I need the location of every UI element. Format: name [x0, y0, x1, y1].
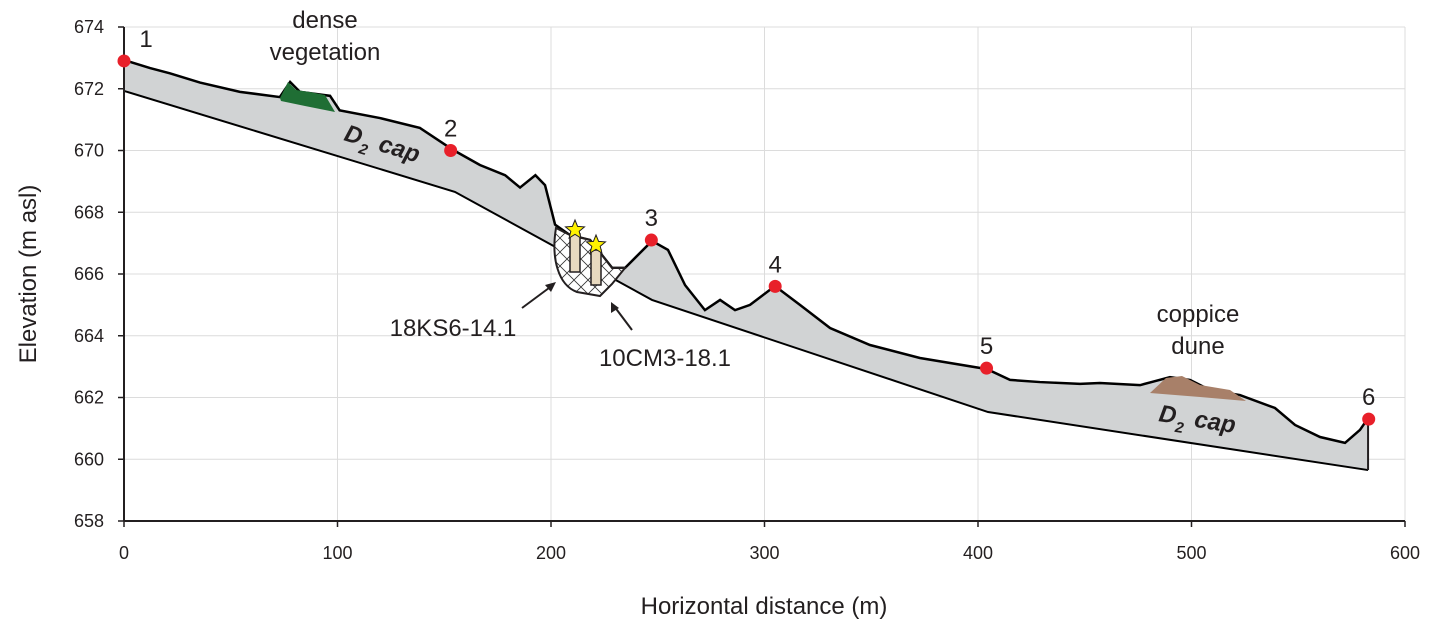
y-axis-title: Elevation (m asl) — [15, 185, 42, 364]
y-tick-label: 672 — [74, 79, 104, 99]
site-label: 1 — [139, 26, 152, 53]
y-tick-label: 660 — [74, 449, 104, 469]
vegetation-patch — [280, 82, 335, 112]
x-axis-title: Horizontal distance (m) — [641, 593, 888, 620]
arrow — [613, 305, 633, 331]
cap-base-line — [123, 89, 1369, 472]
cap-subscript: 2 — [1173, 419, 1186, 437]
x-tick-label: 300 — [749, 543, 779, 563]
annotation: 10CM3-18.1 — [599, 345, 731, 372]
y-tick-label: 662 — [74, 388, 104, 408]
cap-word: cap — [1193, 406, 1238, 439]
sample-column — [590, 249, 602, 286]
x-tick-label: 600 — [1390, 543, 1420, 563]
x-tick-label: 100 — [322, 543, 352, 563]
cap-letter: D — [1157, 400, 1178, 429]
site-label: 3 — [645, 205, 658, 232]
y-tick-label: 670 — [74, 141, 104, 161]
y-tick-label: 658 — [74, 511, 104, 531]
labels: 658 660 662 664 666 668 670 672 674 0 100 200 300 400… — [74, 7, 1420, 563]
trench-outline — [553, 226, 628, 298]
arrow — [521, 284, 554, 309]
annotation: vegetation — [270, 39, 381, 66]
arrow-head — [545, 282, 556, 292]
site-point — [1362, 412, 1376, 426]
annotation: dune — [1171, 333, 1224, 360]
annotation: 18KS6-14.1 — [390, 315, 517, 342]
decorations — [280, 82, 1246, 401]
annotation: coppice — [1157, 301, 1240, 328]
x-tick-label: 0 — [119, 543, 129, 563]
y-tick-label: 668 — [74, 202, 104, 222]
annotation: dense — [292, 7, 357, 34]
site-point — [117, 54, 131, 68]
y-tick-label: 666 — [74, 264, 104, 284]
cap-label: D2 cap — [1157, 400, 1238, 439]
x-tick-label: 200 — [536, 543, 566, 563]
site-point — [644, 233, 658, 247]
arrow-head — [611, 302, 619, 313]
site-point — [980, 361, 994, 375]
site-label: 6 — [1362, 384, 1375, 411]
dune-patch — [1150, 376, 1246, 401]
star — [564, 218, 586, 240]
site-label: 5 — [980, 333, 993, 360]
site-point — [444, 144, 458, 157]
x-tick-label: 400 — [963, 543, 993, 563]
plot — [123, 58, 1370, 472]
site-point — [768, 279, 782, 293]
site-label: 2 — [444, 116, 457, 143]
sample-column — [569, 233, 581, 273]
cap-fill — [124, 60, 1369, 471]
y-tick-label: 674 — [74, 17, 104, 37]
x-tick-label: 500 — [1176, 543, 1206, 563]
star — [585, 233, 607, 255]
site-label: 4 — [768, 251, 781, 278]
y-tick-label: 664 — [74, 326, 104, 346]
axes: Horizontal distance (m) Elevation (m asl… — [15, 27, 1405, 620]
